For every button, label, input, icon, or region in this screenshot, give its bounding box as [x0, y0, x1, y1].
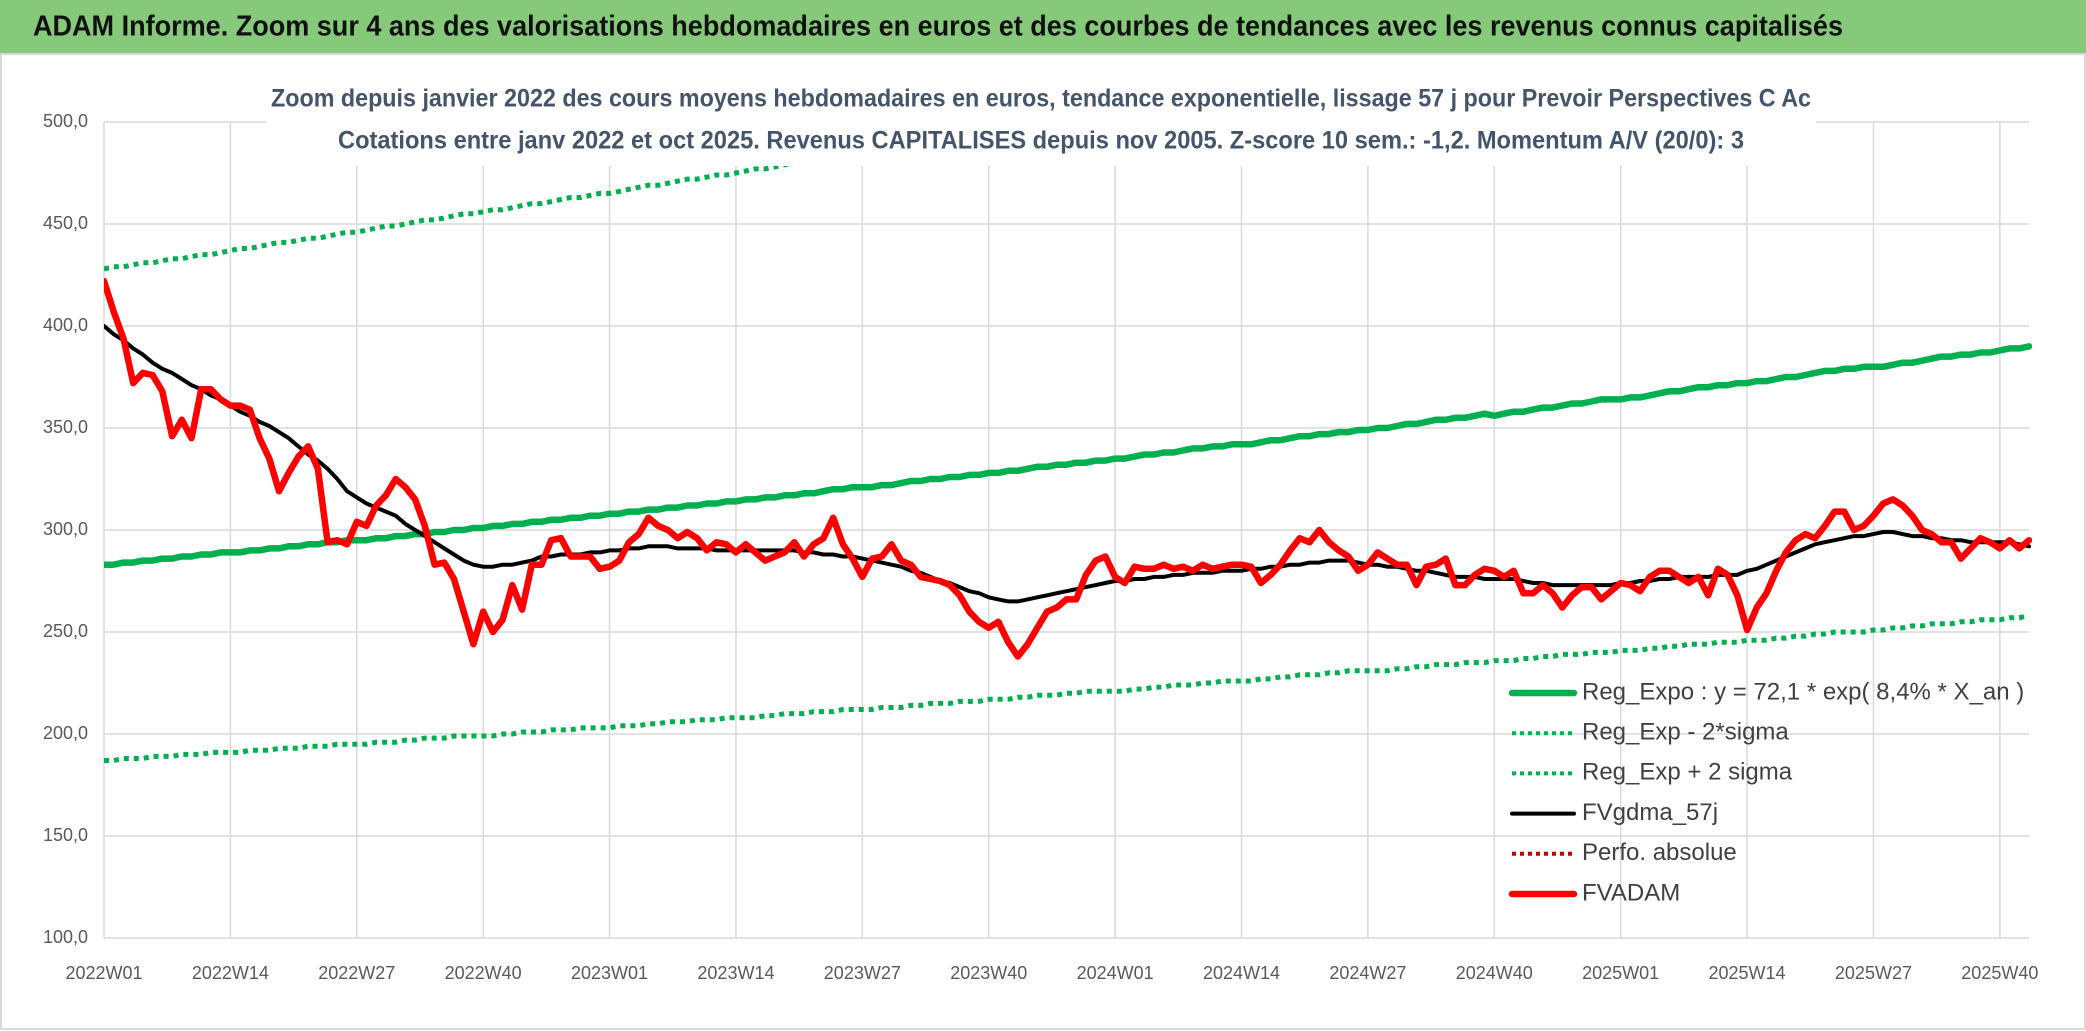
chart-frame — [0, 53, 2086, 1030]
y-tick-label: 100,0 — [43, 927, 88, 947]
y-tick-label: 450,0 — [43, 213, 88, 233]
series-line — [104, 277, 2032, 660]
legend-label: FVgdma_57j — [1582, 799, 1718, 826]
subtitle-box — [266, 80, 1816, 166]
y-tick-label: 300,0 — [43, 519, 88, 539]
x-tick-label: 2023W01 — [571, 963, 648, 983]
x-tick-label: 2025W01 — [1582, 963, 1659, 983]
x-tick-label: 2022W40 — [445, 963, 522, 983]
x-tick-label: 2024W27 — [1329, 963, 1406, 983]
y-tick-label: 250,0 — [43, 621, 88, 641]
x-tick-label: 2024W40 — [1456, 963, 1533, 983]
y-tick-label: 500,0 — [43, 111, 88, 131]
legend-label: Reg_Exp + 2 sigma — [1582, 759, 1793, 786]
header-band — [0, 0, 2086, 54]
legend-label: FVADAM — [1582, 879, 1680, 906]
x-tick-label: 2022W27 — [318, 963, 395, 983]
plot-lines — [104, 119, 2032, 763]
x-tick-label: 2023W14 — [697, 963, 774, 983]
y-tick-label: 400,0 — [43, 315, 88, 335]
subtitle-line: Cotations entre janv 2022 et oct 2025. R… — [338, 127, 1744, 155]
x-tick-label: 2023W40 — [950, 963, 1027, 983]
legend: Reg_Expo : y = 72,1 * exp( 8,4% * X_an )… — [1508, 678, 2024, 906]
x-tick-label: 2022W01 — [65, 963, 142, 983]
legend-label: Reg_Expo : y = 72,1 * exp( 8,4% * X_an ) — [1582, 678, 2024, 705]
series-line — [104, 613, 2030, 763]
chart-title: ADAM Informe. Zoom sur 4 ans des valoris… — [33, 11, 1843, 43]
y-tick-label: 200,0 — [43, 723, 88, 743]
x-tick-label: 2023W27 — [824, 963, 901, 983]
x-tick-label: 2025W40 — [1961, 963, 2038, 983]
y-tick-label: 350,0 — [43, 417, 88, 437]
legend-label: Perfo. absolue — [1582, 839, 1737, 866]
x-tick-label: 2024W01 — [1077, 963, 1154, 983]
x-tick-label: 2025W27 — [1835, 963, 1912, 983]
x-tick-label: 2025W14 — [1709, 963, 1786, 983]
subtitle-line: Zoom depuis janvier 2022 des cours moyen… — [271, 85, 1811, 113]
x-tick-label: 2024W14 — [1203, 963, 1280, 983]
x-tick-label: 2022W14 — [192, 963, 269, 983]
y-tick-label: 150,0 — [43, 825, 88, 845]
legend-label: Reg_Exp - 2*sigma — [1582, 719, 1789, 746]
